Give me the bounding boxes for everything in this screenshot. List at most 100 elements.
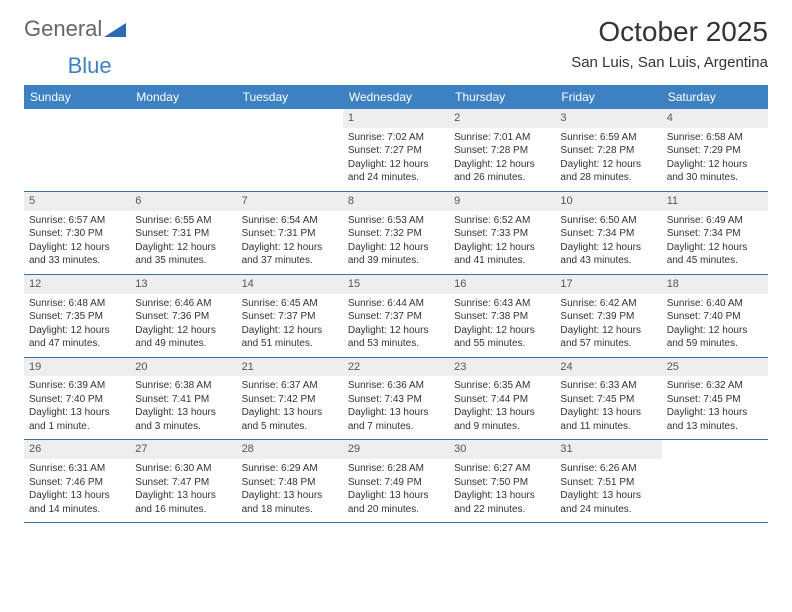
day-number: 5 — [24, 192, 130, 211]
day-daylight1: Daylight: 13 hours — [29, 489, 125, 503]
day-daylight2: and 26 minutes. — [454, 171, 550, 185]
day-daylight2: and 33 minutes. — [29, 254, 125, 268]
day-daylight2: and 47 minutes. — [29, 337, 125, 351]
day-sunrise: Sunrise: 6:32 AM — [667, 379, 763, 393]
day-body: Sunrise: 6:57 AMSunset: 7:30 PMDaylight:… — [24, 211, 130, 274]
day-sunrise: Sunrise: 6:52 AM — [454, 214, 550, 228]
day-body: Sunrise: 6:45 AMSunset: 7:37 PMDaylight:… — [237, 294, 343, 357]
day-number: 15 — [343, 275, 449, 294]
day-daylight2: and 35 minutes. — [135, 254, 231, 268]
day-cell: 20Sunrise: 6:38 AMSunset: 7:41 PMDayligh… — [130, 358, 236, 440]
day-daylight1: Daylight: 13 hours — [135, 489, 231, 503]
day-sunrise: Sunrise: 6:43 AM — [454, 297, 550, 311]
day-sunset: Sunset: 7:27 PM — [348, 144, 444, 158]
day-body: Sunrise: 6:49 AMSunset: 7:34 PMDaylight:… — [662, 211, 768, 274]
day-daylight2: and 45 minutes. — [667, 254, 763, 268]
day-daylight1: Daylight: 12 hours — [348, 158, 444, 172]
day-daylight1: Daylight: 12 hours — [454, 241, 550, 255]
day-number: 8 — [343, 192, 449, 211]
day-sunset: Sunset: 7:34 PM — [667, 227, 763, 241]
day-cell: 24Sunrise: 6:33 AMSunset: 7:45 PMDayligh… — [555, 358, 661, 440]
day-sunrise: Sunrise: 6:28 AM — [348, 462, 444, 476]
day-daylight1: Daylight: 13 hours — [348, 489, 444, 503]
day-sunrise: Sunrise: 6:40 AM — [667, 297, 763, 311]
day-cell: . — [130, 109, 236, 191]
day-sunrise: Sunrise: 6:53 AM — [348, 214, 444, 228]
title-block: October 2025 San Luis, San Luis, Argenti… — [571, 16, 768, 71]
day-sunset: Sunset: 7:28 PM — [454, 144, 550, 158]
day-daylight1: Daylight: 13 hours — [454, 406, 550, 420]
day-daylight2: and 1 minute. — [29, 420, 125, 434]
day-sunset: Sunset: 7:30 PM — [29, 227, 125, 241]
day-cell: 12Sunrise: 6:48 AMSunset: 7:35 PMDayligh… — [24, 275, 130, 357]
day-daylight1: Daylight: 12 hours — [242, 324, 338, 338]
day-cell: 1Sunrise: 7:02 AMSunset: 7:27 PMDaylight… — [343, 109, 449, 191]
day-sunset: Sunset: 7:33 PM — [454, 227, 550, 241]
day-daylight2: and 49 minutes. — [135, 337, 231, 351]
day-number: 25 — [662, 358, 768, 377]
weekday-tue: Tuesday — [237, 85, 343, 109]
day-sunset: Sunset: 7:45 PM — [560, 393, 656, 407]
day-body: Sunrise: 6:36 AMSunset: 7:43 PMDaylight:… — [343, 376, 449, 439]
day-daylight1: Daylight: 12 hours — [667, 241, 763, 255]
day-daylight1: Daylight: 13 hours — [667, 406, 763, 420]
day-number: 16 — [449, 275, 555, 294]
day-number: 24 — [555, 358, 661, 377]
day-body: Sunrise: 6:32 AMSunset: 7:45 PMDaylight:… — [662, 376, 768, 439]
day-number: 3 — [555, 109, 661, 128]
day-daylight1: Daylight: 12 hours — [348, 241, 444, 255]
day-cell: 4Sunrise: 6:58 AMSunset: 7:29 PMDaylight… — [662, 109, 768, 191]
day-cell: 13Sunrise: 6:46 AMSunset: 7:36 PMDayligh… — [130, 275, 236, 357]
day-daylight2: and 11 minutes. — [560, 420, 656, 434]
day-sunrise: Sunrise: 6:59 AM — [560, 131, 656, 145]
day-cell: 10Sunrise: 6:50 AMSunset: 7:34 PMDayligh… — [555, 192, 661, 274]
day-number: 22 — [343, 358, 449, 377]
day-body: Sunrise: 6:58 AMSunset: 7:29 PMDaylight:… — [662, 128, 768, 191]
day-number: 29 — [343, 440, 449, 459]
day-cell: 2Sunrise: 7:01 AMSunset: 7:28 PMDaylight… — [449, 109, 555, 191]
day-daylight2: and 51 minutes. — [242, 337, 338, 351]
day-number: 27 — [130, 440, 236, 459]
day-body: Sunrise: 6:39 AMSunset: 7:40 PMDaylight:… — [24, 376, 130, 439]
day-daylight1: Daylight: 12 hours — [454, 324, 550, 338]
day-sunrise: Sunrise: 6:35 AM — [454, 379, 550, 393]
day-sunset: Sunset: 7:31 PM — [242, 227, 338, 241]
location-text: San Luis, San Luis, Argentina — [571, 54, 768, 71]
day-daylight1: Daylight: 13 hours — [242, 406, 338, 420]
day-cell: 26Sunrise: 6:31 AMSunset: 7:46 PMDayligh… — [24, 440, 130, 522]
day-cell: . — [662, 440, 768, 522]
weekday-sun: Sunday — [24, 85, 130, 109]
day-daylight1: Daylight: 13 hours — [454, 489, 550, 503]
day-sunset: Sunset: 7:29 PM — [667, 144, 763, 158]
day-number: 17 — [555, 275, 661, 294]
day-cell: 17Sunrise: 6:42 AMSunset: 7:39 PMDayligh… — [555, 275, 661, 357]
day-sunset: Sunset: 7:37 PM — [348, 310, 444, 324]
day-sunset: Sunset: 7:36 PM — [135, 310, 231, 324]
day-sunrise: Sunrise: 6:45 AM — [242, 297, 338, 311]
week-row: 26Sunrise: 6:31 AMSunset: 7:46 PMDayligh… — [24, 440, 768, 523]
day-number: 7 — [237, 192, 343, 211]
day-cell: 27Sunrise: 6:30 AMSunset: 7:47 PMDayligh… — [130, 440, 236, 522]
brand-part2: Blue — [68, 53, 112, 78]
brand-part1: General — [24, 16, 102, 42]
day-sunrise: Sunrise: 6:54 AM — [242, 214, 338, 228]
day-number: 10 — [555, 192, 661, 211]
day-number: 23 — [449, 358, 555, 377]
month-title: October 2025 — [571, 16, 768, 48]
day-daylight2: and 28 minutes. — [560, 171, 656, 185]
weekday-mon: Monday — [130, 85, 236, 109]
day-number: 4 — [662, 109, 768, 128]
day-sunrise: Sunrise: 6:36 AM — [348, 379, 444, 393]
day-daylight2: and 57 minutes. — [560, 337, 656, 351]
day-sunrise: Sunrise: 6:49 AM — [667, 214, 763, 228]
weekday-thu: Thursday — [449, 85, 555, 109]
day-sunrise: Sunrise: 6:55 AM — [135, 214, 231, 228]
day-sunset: Sunset: 7:31 PM — [135, 227, 231, 241]
day-number: 30 — [449, 440, 555, 459]
day-body: Sunrise: 6:27 AMSunset: 7:50 PMDaylight:… — [449, 459, 555, 522]
day-sunrise: Sunrise: 6:33 AM — [560, 379, 656, 393]
day-cell: 16Sunrise: 6:43 AMSunset: 7:38 PMDayligh… — [449, 275, 555, 357]
day-number: 19 — [24, 358, 130, 377]
day-cell: 6Sunrise: 6:55 AMSunset: 7:31 PMDaylight… — [130, 192, 236, 274]
day-daylight2: and 24 minutes. — [348, 171, 444, 185]
